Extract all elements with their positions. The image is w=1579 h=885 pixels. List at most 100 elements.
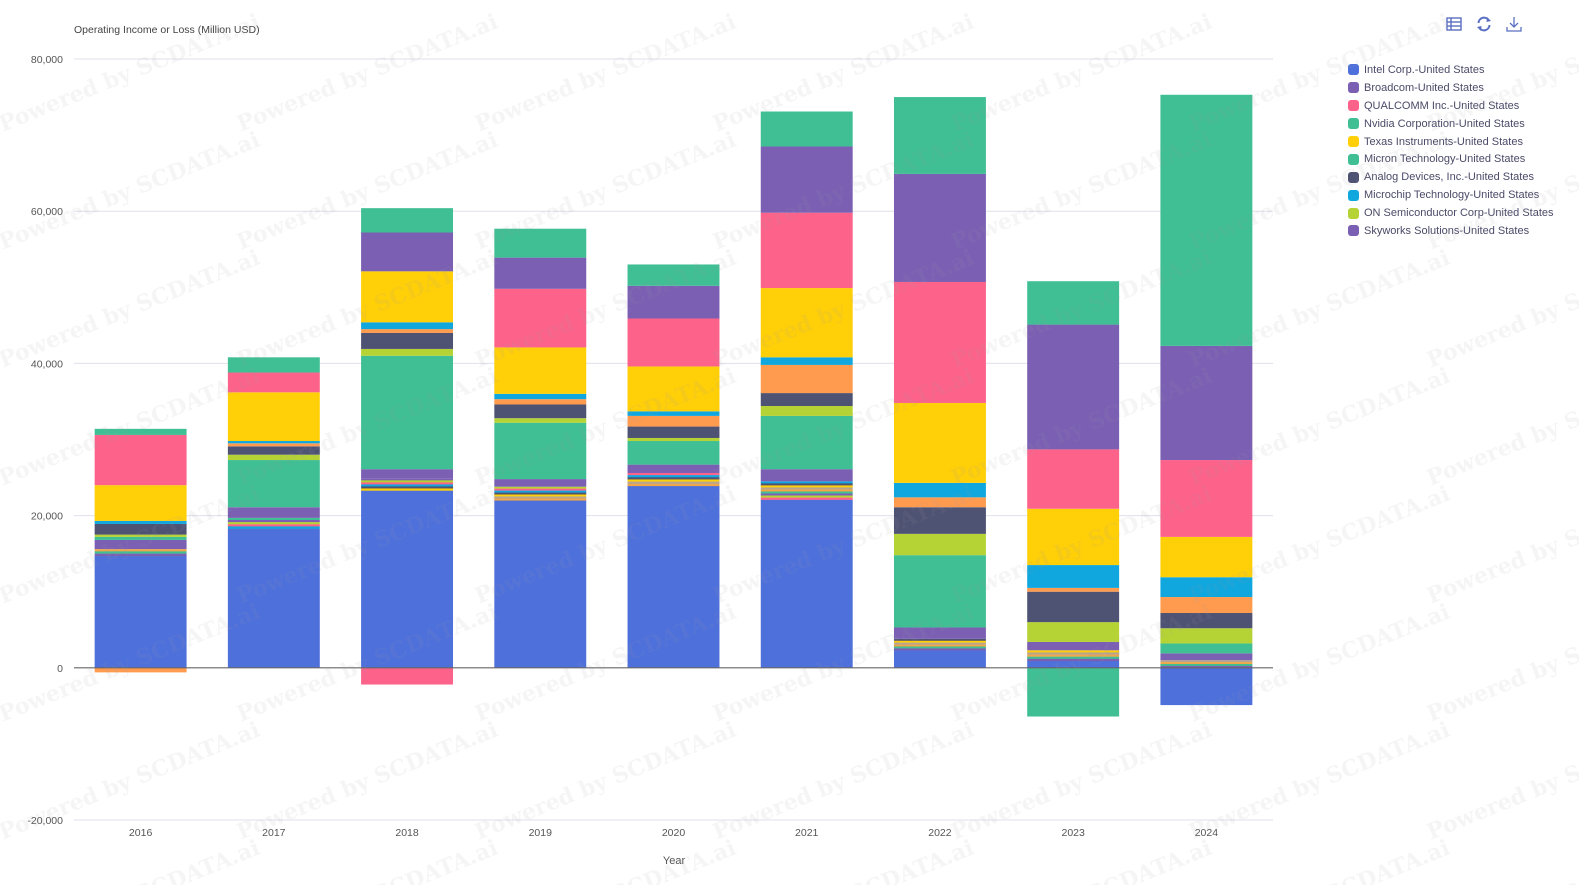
bar-segment[interactable] xyxy=(494,399,587,405)
bar-segment[interactable] xyxy=(494,347,587,394)
bar-segment[interactable] xyxy=(227,524,320,527)
legend-item[interactable]: QUALCOMM Inc.-United States xyxy=(1348,97,1554,115)
bar-segment[interactable] xyxy=(494,393,587,400)
bar-segment[interactable] xyxy=(893,644,986,647)
bar-segment[interactable] xyxy=(494,488,587,491)
bar-segment[interactable] xyxy=(361,478,454,481)
bar-segment[interactable] xyxy=(494,496,587,499)
bar-segment[interactable] xyxy=(1027,667,1120,717)
bar-segment[interactable] xyxy=(760,415,853,470)
bar-segment[interactable] xyxy=(227,460,320,508)
bar-segment[interactable] xyxy=(627,441,720,465)
bar-segment[interactable] xyxy=(227,528,320,668)
bar-segment[interactable] xyxy=(760,493,853,496)
bar-segment[interactable] xyxy=(760,212,853,289)
legend-item[interactable]: Microchip Technology-United States xyxy=(1348,186,1554,204)
bar-segment[interactable] xyxy=(1027,591,1120,623)
bar-segment[interactable] xyxy=(893,638,986,641)
bar-segment[interactable] xyxy=(494,404,587,419)
bar-segment[interactable] xyxy=(361,488,454,491)
legend-item[interactable]: Skyworks Solutions-United States xyxy=(1348,222,1554,240)
bar-segment[interactable] xyxy=(1027,622,1120,642)
bar-segment[interactable] xyxy=(760,469,853,482)
bar-segment[interactable] xyxy=(494,418,587,423)
bar-segment[interactable] xyxy=(361,486,454,489)
bar-segment[interactable] xyxy=(227,392,320,442)
bar-segment[interactable] xyxy=(893,173,986,282)
bar-segment[interactable] xyxy=(893,555,986,628)
bar-segment[interactable] xyxy=(760,357,853,365)
table-view-icon[interactable] xyxy=(1445,15,1463,33)
bar-segment[interactable] xyxy=(1160,667,1253,706)
bar-segment[interactable] xyxy=(1160,345,1253,461)
bar-segment[interactable] xyxy=(1027,652,1120,655)
bar-segment[interactable] xyxy=(760,393,853,407)
bar-segment[interactable] xyxy=(361,484,454,487)
bar-segment[interactable] xyxy=(494,486,587,489)
bar-segment[interactable] xyxy=(361,332,454,349)
bar-segment[interactable] xyxy=(494,500,587,668)
bar-segment[interactable] xyxy=(494,490,587,493)
bar-segment[interactable] xyxy=(361,469,454,479)
bar-segment[interactable] xyxy=(494,257,587,289)
bar-segment[interactable] xyxy=(227,507,320,518)
bar-segment[interactable] xyxy=(494,494,587,497)
bar-segment[interactable] xyxy=(893,281,986,403)
bar-segment[interactable] xyxy=(227,446,320,455)
bar-segment[interactable] xyxy=(227,454,320,461)
bar-segment[interactable] xyxy=(893,507,986,534)
refresh-icon[interactable] xyxy=(1475,15,1493,33)
bar-segment[interactable] xyxy=(94,555,187,668)
bar-segment[interactable] xyxy=(227,443,320,447)
legend-item[interactable]: Micron Technology-United States xyxy=(1348,150,1554,168)
bar-segment[interactable] xyxy=(627,483,720,487)
bar-segment[interactable] xyxy=(893,650,986,668)
bar-segment[interactable] xyxy=(627,426,720,438)
bar-segment[interactable] xyxy=(627,464,720,473)
bar-segment[interactable] xyxy=(627,437,720,442)
legend-item[interactable]: Texas Instruments-United States xyxy=(1348,133,1554,151)
bar-segment[interactable] xyxy=(760,487,853,490)
bar-segment[interactable] xyxy=(1160,94,1253,346)
bar-segment[interactable] xyxy=(627,285,720,319)
bar-segment[interactable] xyxy=(227,357,320,373)
bar-segment[interactable] xyxy=(361,329,454,333)
bar-segment[interactable] xyxy=(1160,460,1253,537)
bar-segment[interactable] xyxy=(760,364,853,394)
bar-segment[interactable] xyxy=(760,485,853,488)
bar-segment[interactable] xyxy=(227,441,320,444)
bar-segment[interactable] xyxy=(893,482,986,498)
bar-segment[interactable] xyxy=(361,322,454,330)
bar-segment[interactable] xyxy=(627,366,720,412)
bar-segment[interactable] xyxy=(94,485,187,521)
bar-segment[interactable] xyxy=(1160,643,1253,654)
bar-segment[interactable] xyxy=(760,111,853,147)
bar-segment[interactable] xyxy=(760,495,853,498)
bar-segment[interactable] xyxy=(1027,449,1120,509)
legend-item[interactable]: ON Semiconductor Corp-United States xyxy=(1348,204,1554,222)
bar-segment[interactable] xyxy=(94,549,187,552)
bar-segment[interactable] xyxy=(227,526,320,529)
bar-segment[interactable] xyxy=(94,539,187,550)
bar-segment[interactable] xyxy=(1027,565,1120,588)
bar-segment[interactable] xyxy=(361,232,454,272)
legend-item[interactable]: Intel Corp.-United States xyxy=(1348,61,1554,79)
bar-segment[interactable] xyxy=(1027,658,1120,662)
bar-segment[interactable] xyxy=(361,208,454,233)
bar-segment[interactable] xyxy=(627,264,720,286)
bar-segment[interactable] xyxy=(893,642,986,645)
bar-segment[interactable] xyxy=(227,522,320,525)
bar-segment[interactable] xyxy=(361,667,454,685)
bar-segment[interactable] xyxy=(893,402,986,483)
bar-segment[interactable] xyxy=(893,646,986,649)
download-icon[interactable] xyxy=(1505,15,1523,33)
bar-segment[interactable] xyxy=(94,667,187,673)
bar-segment[interactable] xyxy=(1027,508,1120,566)
bar-segment[interactable] xyxy=(94,523,187,535)
bar-segment[interactable] xyxy=(94,428,187,435)
bar-segment[interactable] xyxy=(227,520,320,523)
bar-segment[interactable] xyxy=(1027,650,1120,653)
bar-segment[interactable] xyxy=(893,497,986,508)
bar-segment[interactable] xyxy=(94,534,187,537)
bar-segment[interactable] xyxy=(94,553,187,557)
